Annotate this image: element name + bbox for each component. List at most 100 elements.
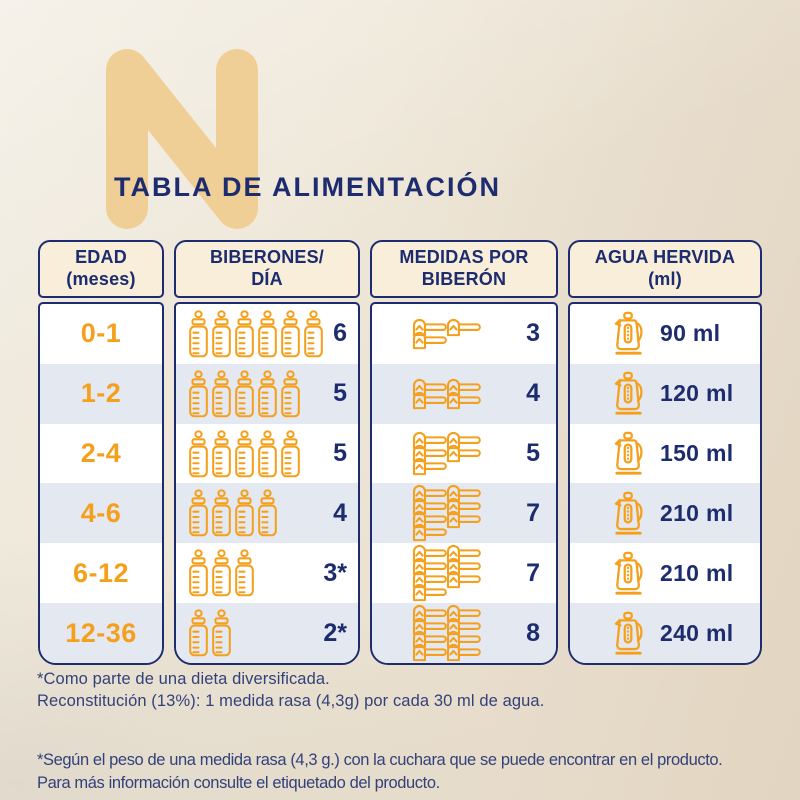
agua-value: 210 ml bbox=[660, 499, 734, 526]
edad-value: 12-36 bbox=[65, 617, 137, 648]
biberones-count-label: 5 bbox=[333, 379, 347, 408]
scoop-stack bbox=[446, 378, 482, 410]
row-biberones-cell: 6 bbox=[176, 304, 358, 364]
baby-bottle-icon bbox=[212, 429, 231, 477]
scoop-stack bbox=[446, 431, 482, 463]
kettle-icon bbox=[614, 431, 643, 475]
column-agua: AGUA HERVIDA (ml) 90 ml 120 ml 150 ml bbox=[568, 240, 762, 665]
row-medidas-cell: 7 bbox=[372, 543, 556, 603]
kettle-icon bbox=[614, 551, 643, 595]
baby-bottle-icon bbox=[189, 609, 208, 657]
row-biberones-cell: 5 bbox=[176, 363, 358, 424]
agua-value: 120 ml bbox=[660, 380, 734, 407]
scoop-stack bbox=[446, 484, 482, 529]
bottle-icon-group bbox=[187, 549, 256, 597]
baby-bottle-icon bbox=[258, 370, 277, 418]
medidas-count-label: 7 bbox=[526, 558, 540, 587]
row-edad-cell: 4-6 bbox=[40, 483, 162, 544]
agua-value: 150 ml bbox=[660, 440, 734, 467]
measuring-scoop-icon bbox=[446, 617, 481, 636]
scoop-icon-group bbox=[412, 544, 482, 602]
baby-bottle-icon bbox=[304, 310, 323, 358]
header-text: AGUA HERVIDA bbox=[594, 247, 736, 268]
header-text: EDAD bbox=[75, 247, 127, 268]
baby-bottle-icon bbox=[189, 370, 208, 418]
measuring-scoop-icon bbox=[446, 318, 481, 337]
scoop-stack bbox=[412, 604, 448, 662]
baby-bottle-icon bbox=[212, 609, 231, 657]
baby-bottle-icon bbox=[281, 310, 300, 358]
measuring-scoop-icon bbox=[446, 378, 481, 396]
row-agua-cell: 120 ml bbox=[570, 363, 760, 424]
kettle-icon bbox=[614, 312, 643, 355]
row-biberones-cell: 5 bbox=[176, 424, 358, 484]
baby-bottle-icon bbox=[258, 310, 277, 358]
medidas-count-label: 8 bbox=[526, 618, 540, 647]
baby-bottle-icon bbox=[281, 370, 300, 418]
measuring-scoop-icon bbox=[412, 431, 447, 450]
bottle-icon-group bbox=[187, 429, 302, 478]
row-agua-cell: 90 ml bbox=[570, 304, 760, 364]
edad-value: 6-12 bbox=[72, 557, 130, 588]
row-agua-cell: 210 ml bbox=[570, 483, 760, 544]
row-edad-cell: 1-2 bbox=[40, 363, 162, 424]
baby-bottle-icon bbox=[235, 549, 254, 597]
bottle-icon-group bbox=[187, 370, 302, 418]
scoop-stack bbox=[446, 544, 482, 589]
edad-value: 4-6 bbox=[80, 497, 122, 528]
row-agua-cell: 240 ml bbox=[570, 603, 760, 663]
row-agua-cell: 150 ml bbox=[570, 424, 760, 484]
header-text: BIBERÓN bbox=[421, 269, 507, 289]
column-header-biberones: BIBERONES/ DÍA bbox=[174, 240, 360, 298]
page-title: TABLA DE ALIMENTACIÓN bbox=[114, 172, 501, 202]
kettle-icon bbox=[614, 491, 643, 535]
footnote-reconstitution: *Como parte de una dieta diversificada. … bbox=[37, 668, 544, 713]
scoop-stack bbox=[412, 318, 448, 350]
medidas-count-label: 7 bbox=[526, 498, 540, 527]
column-body-agua: 90 ml 120 ml 150 ml 210 ml 210 ml bbox=[568, 302, 762, 665]
measuring-scoop-icon bbox=[446, 444, 481, 463]
measuring-scoop-icon bbox=[446, 604, 481, 623]
measuring-scoop-icon bbox=[412, 643, 447, 662]
measuring-scoop-icon bbox=[412, 457, 447, 476]
row-edad-cell: 6-12 bbox=[40, 543, 162, 603]
footnote-line: *Según el peso de una medida rasa (4,3 g… bbox=[37, 751, 723, 769]
row-agua-cell: 210 ml bbox=[570, 543, 760, 603]
header-text: MEDIDAS POR bbox=[399, 247, 529, 268]
measuring-scoop-icon bbox=[446, 498, 481, 516]
baby-bottle-icon bbox=[189, 429, 208, 477]
column-header-medidas: MEDIDAS POR BIBERÓN bbox=[370, 240, 558, 298]
baby-bottle-icon bbox=[212, 310, 231, 358]
baby-bottle-icon bbox=[189, 310, 208, 358]
row-medidas-cell: 5 bbox=[372, 424, 556, 484]
baby-bottle-icon bbox=[235, 370, 254, 418]
scoop-stack bbox=[412, 378, 448, 410]
row-edad-cell: 0-1 bbox=[40, 304, 162, 364]
header-text: DÍA bbox=[251, 269, 283, 289]
scoop-stack bbox=[412, 544, 448, 602]
footnote-line: Reconstitución (13%): 1 medida rasa (4,3… bbox=[37, 692, 545, 711]
scoop-icon-group bbox=[412, 604, 482, 662]
measuring-scoop-icon bbox=[446, 485, 481, 503]
row-medidas-cell: 8 bbox=[372, 603, 556, 663]
row-medidas-cell: 4 bbox=[372, 363, 556, 424]
medidas-count-label: 5 bbox=[526, 439, 540, 468]
bottle-icon-group bbox=[187, 609, 233, 657]
measuring-scoop-icon bbox=[412, 511, 447, 529]
column-biberones: BIBERONES/ DÍA 6 bbox=[174, 240, 360, 665]
scoop-icon-group bbox=[412, 484, 482, 542]
measuring-scoop-icon bbox=[446, 511, 481, 529]
biberones-count-label: 4 bbox=[333, 498, 347, 527]
footnote-scoop-weight: *Según el peso de una medida rasa (4,3 g… bbox=[37, 749, 723, 796]
agua-value: 90 ml bbox=[660, 320, 721, 347]
baby-bottle-icon bbox=[212, 549, 231, 597]
edad-value: 2-4 bbox=[80, 438, 122, 469]
row-biberones-cell: 3* bbox=[176, 543, 358, 603]
header-text: BIBERONES/ bbox=[209, 247, 325, 268]
header-text: (ml) bbox=[648, 269, 682, 289]
scoop-stack bbox=[412, 431, 448, 476]
biberones-count-label: 6 bbox=[333, 319, 347, 348]
baby-bottle-icon bbox=[212, 489, 231, 537]
measuring-scoop-icon bbox=[412, 584, 447, 602]
